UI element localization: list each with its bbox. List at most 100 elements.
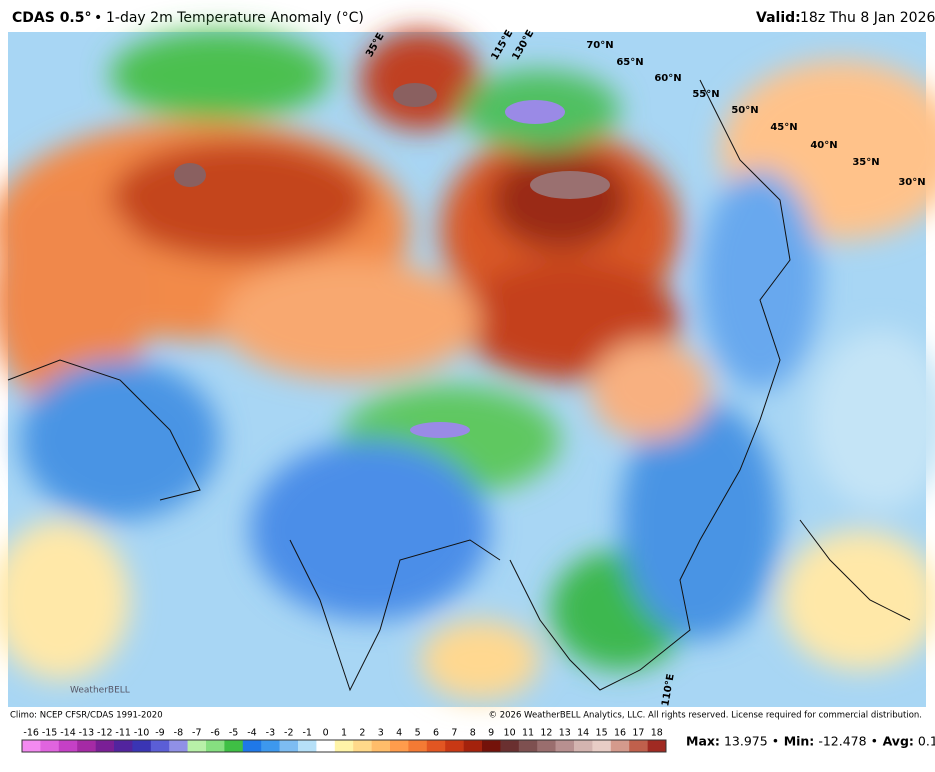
colorbar-swatch [371,740,391,752]
colorbar-swatch [298,740,317,752]
colorbar-label: 8 [470,728,476,739]
colorbar-swatch [95,740,115,752]
colorbar-label: 7 [451,728,457,739]
stat-label: Min: [784,734,815,749]
copyright: © 2026 WeatherBELL Analytics, LLC. All r… [489,711,922,721]
colorbar-label: 3 [378,728,384,739]
colorbar-label: -8 [174,728,183,739]
colorbar-label: -11 [115,728,131,739]
colorbar-swatch [555,740,575,752]
colorbar-label: -16 [23,728,39,739]
colorbar-swatch [242,740,262,752]
colorbar-swatch [150,740,170,752]
colorbar-label: -12 [97,728,113,739]
colorbar-label: 0 [323,728,329,739]
colorbar-swatch [500,740,520,752]
anomaly-max [530,171,610,199]
colorbar-swatch [114,740,133,752]
colorbar-label: 4 [396,728,402,739]
colorbar-swatch [647,740,667,752]
colorbar-label: 9 [488,728,494,739]
colorbar-label: -4 [247,728,256,739]
title: CDAS 0.5° [12,10,92,26]
anomaly-min [505,100,565,124]
colorbar-frame [21,739,667,753]
colorbar-swatch [463,740,483,752]
climo: Climo: NCEP CFSR/CDAS 1991-2020 [10,711,163,721]
colorbar-label: -6 [210,728,219,739]
colorbar-label: -5 [229,728,238,739]
colorbar-swatch [518,740,538,752]
colorbar-swatch [537,740,556,752]
colorbar-swatch [482,740,501,752]
colorbar-label: -15 [42,728,58,739]
lat-label: 50°N [731,105,758,116]
stat-value: -12.478 [818,734,866,749]
colorbar-label: 5 [415,728,421,739]
colorbar-swatch [610,740,630,752]
colorbar-label: 10 [504,728,516,739]
colorbar-label: 2 [359,728,365,739]
colorbar-label: 1 [341,728,347,739]
anomaly-min [410,422,470,438]
colorbar-label: -1 [302,728,311,739]
colorbar-label: -9 [155,728,164,739]
lat-label: 70°N [586,40,613,51]
lat-label: 40°N [810,140,837,151]
stat-value: 0.115 [918,734,935,749]
colorbar-label: 11 [522,728,534,739]
lat-label: 55°N [692,89,719,100]
lat-label: 30°N [898,177,925,188]
stat-label: Avg: [883,734,914,749]
valid-time: 18z Thu 8 Jan 2026 [800,10,935,26]
colorbar-swatch [40,740,60,752]
colorbar-label: -13 [79,728,95,739]
colorbar-swatch [353,740,372,752]
colorbar-swatch [408,740,428,752]
colorbar-label: -10 [134,728,150,739]
lat-label: 60°N [654,73,681,84]
colorbar-label: 6 [433,728,439,739]
colorbar-swatch [334,740,354,752]
colorbar-swatch [592,740,612,752]
colorbar-swatch [426,740,446,752]
colorbar-label: -3 [266,728,275,739]
bullet: • [94,10,102,26]
colorbar-label: 14 [577,728,589,739]
stat-label: Max: [686,734,720,749]
lat-label: 65°N [616,57,643,68]
colorbar-swatch [58,740,78,752]
colorbar-label: 16 [614,728,626,739]
colorbar-swatch [629,740,648,752]
colorbar-swatch [445,740,464,752]
map: WeatherBELL [0,30,935,707]
lat-label: 45°N [770,122,797,133]
colorbar-label: -2 [284,728,293,739]
separator: • [871,734,878,749]
subtitle: 1-day 2m Temperature Anomaly (°C) [106,10,364,26]
colorbar-label: -14 [60,728,76,739]
colorbar-swatch [279,740,299,752]
colorbar-swatch [22,740,41,752]
colorbar-label: 15 [596,728,608,739]
colorbar-label: 12 [540,728,552,739]
anomaly-max [174,163,206,187]
colorbar-swatch [224,740,244,752]
colorbar-label: 18 [651,728,663,739]
colorbar-swatch [574,740,593,752]
valid-label: Valid: [756,10,801,26]
colorbar-swatch [316,740,336,752]
colorbar-label: 17 [632,728,644,739]
colorbar-swatch [77,740,96,752]
colorbar-swatch [169,740,188,752]
colorbar-swatch [261,740,280,752]
lat-label: 35°N [852,157,879,168]
separator: • [772,734,779,749]
coastlines [7,79,911,692]
stat-value: 13.975 [724,734,768,749]
colorbar-label: -7 [192,728,201,739]
logo: WeatherBELL [70,686,130,696]
colorbar-swatch [132,740,152,752]
